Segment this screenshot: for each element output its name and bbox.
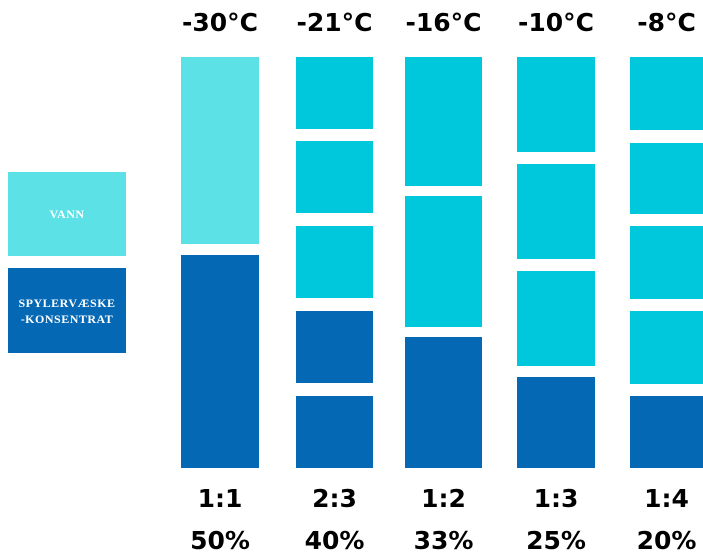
water-part xyxy=(630,143,703,214)
water-part xyxy=(296,226,373,298)
column xyxy=(405,0,482,553)
temperature-label: -16°C xyxy=(389,8,499,37)
water-part xyxy=(405,57,482,186)
temperature-label: -10°C xyxy=(501,8,611,37)
temperature-label: -21°C xyxy=(280,8,390,37)
legend-label: VANN xyxy=(49,206,84,222)
concentrate-part xyxy=(405,337,482,468)
percent-label: 20% xyxy=(612,526,703,555)
water-part xyxy=(517,57,595,152)
column xyxy=(517,0,595,553)
water-part xyxy=(296,141,373,213)
water-part xyxy=(405,196,482,327)
legend-water: VANN xyxy=(8,172,126,256)
concentrate-part xyxy=(181,255,259,468)
temperature-label: -8°C xyxy=(612,8,703,37)
water-part xyxy=(630,57,703,130)
column xyxy=(296,0,373,553)
concentrate-part xyxy=(630,396,703,468)
water-part xyxy=(181,57,259,244)
ratio-label: 1:3 xyxy=(501,484,611,513)
water-part xyxy=(296,57,373,129)
legend-label: SPYLERVÆSKE xyxy=(18,295,115,311)
legend-concentrate: SPYLERVÆSKE -KONSENTRAT xyxy=(8,268,126,353)
temperature-label: -30°C xyxy=(165,8,275,37)
ratio-label: 1:1 xyxy=(165,484,275,513)
percent-label: 33% xyxy=(389,526,499,555)
concentrate-part xyxy=(296,311,373,383)
water-part xyxy=(517,164,595,259)
percent-label: 40% xyxy=(280,526,390,555)
ratio-label: 2:3 xyxy=(280,484,390,513)
column xyxy=(630,0,703,553)
water-part xyxy=(517,271,595,366)
concentrate-part xyxy=(517,377,595,468)
column xyxy=(181,0,259,553)
water-part xyxy=(630,311,703,384)
ratio-label: 1:4 xyxy=(612,484,703,513)
concentrate-part xyxy=(296,396,373,468)
legend-label: -KONSENTRAT xyxy=(21,311,114,327)
percent-label: 25% xyxy=(501,526,611,555)
water-part xyxy=(630,226,703,299)
percent-label: 50% xyxy=(165,526,275,555)
ratio-label: 1:2 xyxy=(389,484,499,513)
